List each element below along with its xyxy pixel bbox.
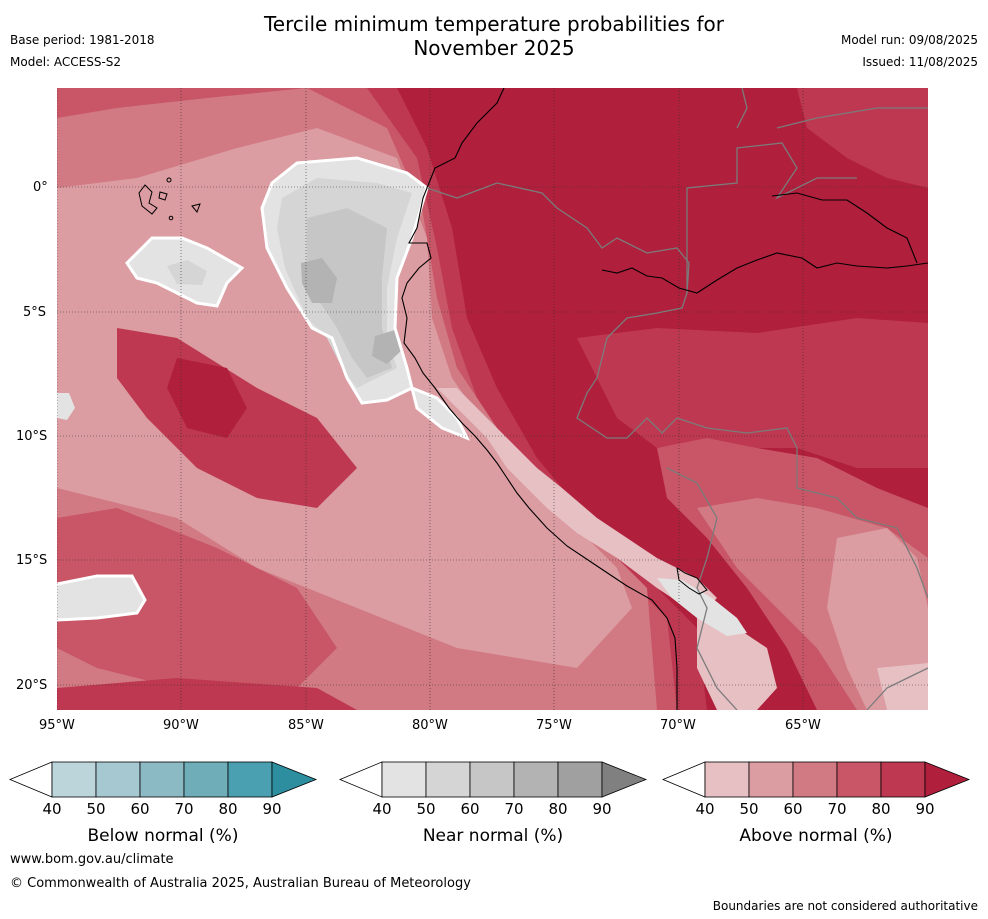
colorbar-tick-label: 60 [130, 800, 150, 818]
colorbar-over-arrow [924, 761, 971, 798]
colorbar-tick-label: 50 [86, 800, 106, 818]
colorbar-tick-label: 90 [915, 800, 935, 818]
near-normal-outline-south [57, 574, 147, 622]
near-normal-40-west [57, 393, 75, 420]
colorbar-over-arrow [601, 761, 648, 798]
colorbar-segment [51, 761, 97, 798]
near-normal-outline-main [260, 156, 471, 441]
near-normal-40-south [57, 576, 145, 620]
map-canvas [57, 88, 928, 710]
lake-titicaca [676, 566, 708, 595]
colorbar-segment [381, 761, 427, 798]
colorbar-tick-label: 70 [174, 800, 194, 818]
colorbar-segment [792, 761, 838, 798]
colorbar-near [338, 760, 650, 804]
colorbar-tick-label: 60 [783, 800, 803, 818]
lat-label-20s: 20°S [16, 678, 48, 693]
lat-label-5s: 5°S [23, 305, 47, 320]
colorbar-tick-label: 90 [592, 800, 612, 818]
colorbar-segment [836, 761, 882, 798]
colorbar-segment [748, 761, 794, 798]
colorbar-under-arrow [8, 761, 53, 798]
colorbar-segment [95, 761, 141, 798]
title-line-1: Tercile minimum temperature probabilitie… [263, 12, 725, 36]
colorbar-tick-label: 80 [871, 800, 891, 818]
coastline [401, 88, 678, 710]
issued-date: Issued: 11/08/2025 [862, 55, 978, 69]
near-normal-50-islands [167, 260, 207, 285]
colorbar-below [8, 760, 320, 804]
lon-label-95w: 95°W [39, 718, 75, 733]
copyright-text: © Commonwealth of Australia 2025, Austra… [10, 876, 471, 891]
website-text: www.bom.gov.au/climate [10, 852, 174, 867]
colorbar-tick-label: 90 [262, 800, 282, 818]
meta-left: Base period: 1981-2018 Model: ACCESS-S2 [10, 29, 155, 73]
title-line-2: November 2025 [413, 36, 575, 60]
lon-label-85w: 85°W [288, 718, 324, 733]
colorbar-segment [227, 761, 273, 798]
colorbar-segment [139, 761, 185, 798]
model-name: Model: ACCESS-S2 [10, 55, 122, 69]
colorbar-segment [557, 761, 603, 798]
amazon-river [601, 252, 928, 294]
colorbar-tick-label: 40 [372, 800, 392, 818]
colorbar-above-title: Above normal (%) [739, 826, 893, 846]
probability-map [57, 88, 928, 710]
ocean-patch-above-90-a [167, 358, 247, 438]
colorbar-above [661, 760, 973, 804]
colorbar-segment [880, 761, 926, 798]
colorbar-segment [704, 761, 750, 798]
near-normal-60-main [307, 208, 392, 378]
lat-label-15s: 15°S [16, 553, 48, 568]
colorbar-near-title: Near normal (%) [422, 826, 564, 846]
colorbar-tick-label: 80 [548, 800, 568, 818]
colorbar-tick-label: 70 [504, 800, 524, 818]
meta-right: Model run: 09/08/2025 Issued: 11/08/2025 [841, 29, 978, 73]
galapagos-islands [138, 177, 201, 221]
gridlines [57, 88, 928, 710]
colorbar-under-arrow [661, 761, 706, 798]
colorbar-near-bar [338, 761, 648, 798]
colorbar-under-arrow [338, 761, 383, 798]
colorbar-segment [513, 761, 559, 798]
ocean-patch-above-80-b [57, 678, 357, 710]
coast-strip-above-40 [437, 388, 717, 608]
colorbar-tick-label: 70 [827, 800, 847, 818]
chart-title: Tercile minimum temperature probabilitie… [0, 12, 988, 60]
near-normal-outline-islands [125, 236, 245, 308]
colorbar-below-bar [8, 761, 318, 798]
lon-label-80w: 80°W [412, 718, 448, 733]
base-period: Base period: 1981-2018 [10, 33, 155, 47]
amazon-river-north [771, 192, 918, 264]
colorbar-tick-label: 40 [42, 800, 62, 818]
ocean-patch-above-70-b [57, 508, 337, 688]
colorbar-over-arrow [271, 761, 318, 798]
colorbar-segment [183, 761, 229, 798]
inland-above-50 [827, 528, 928, 710]
lat-label-0: 0° [33, 180, 48, 195]
colorbar-below-title: Below normal (%) [87, 826, 239, 846]
lat-label-10s: 10°S [16, 429, 48, 444]
colorbar-tick-label: 40 [695, 800, 715, 818]
colorbar-tick-label: 50 [416, 800, 436, 818]
model-run: Model run: 09/08/2025 [840, 33, 978, 47]
lon-label-90w: 90°W [163, 718, 199, 733]
coast-altiplano-near-40 [657, 578, 747, 636]
country-borders [426, 88, 928, 710]
colorbar-above-bar [661, 761, 971, 798]
lon-label-70w: 70°W [660, 718, 696, 733]
colorbar-tick-label: 80 [218, 800, 238, 818]
near-normal-70-b [372, 330, 402, 364]
lon-label-75w: 75°W [536, 718, 572, 733]
colorbar-segment [469, 761, 515, 798]
colorbar-tick-label: 50 [739, 800, 759, 818]
near-normal-70-a [301, 258, 337, 303]
colorbar-segment [425, 761, 471, 798]
north-above-80 [797, 88, 928, 188]
colorbar-tick-label: 60 [460, 800, 480, 818]
lon-label-65w: 65°W [785, 718, 821, 733]
disclaimer-text: Boundaries are not considered authoritat… [712, 899, 978, 913]
